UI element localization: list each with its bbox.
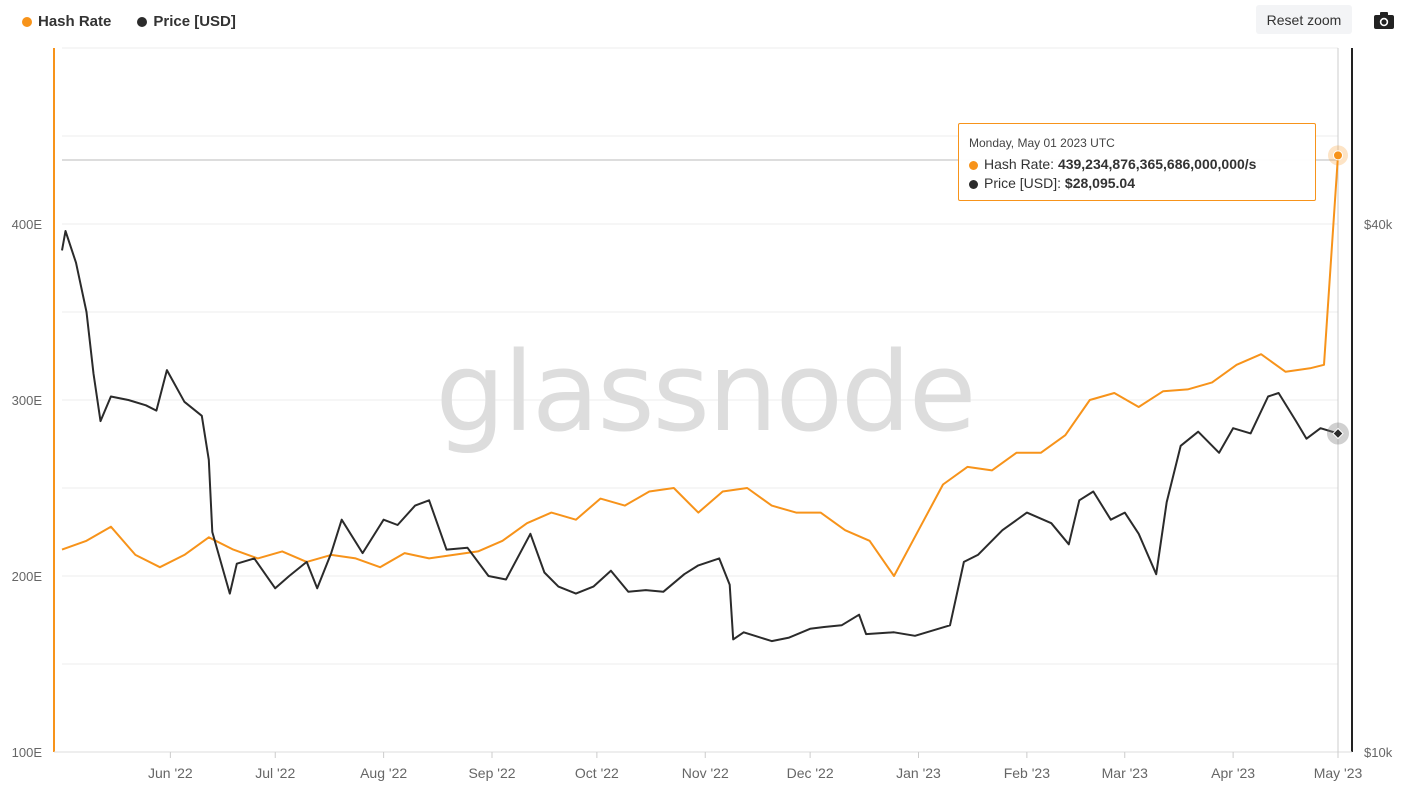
x-axis-ticks: Jun '22 Jul '22 Aug '22 Sep '22 Oct '22 Nov '…	[148, 752, 1363, 781]
y-left-tick-label: 100E	[12, 745, 43, 760]
legend-item-price[interactable]: Price [USD]	[137, 13, 236, 30]
hash-rate-hover-point	[1333, 150, 1343, 161]
tooltip-hash-dot	[969, 160, 978, 170]
legend-item-hash-rate[interactable]: Hash Rate	[22, 13, 111, 30]
watermark: glassnode	[436, 328, 975, 456]
tooltip: Monday, May 01 2023 UTC Hash Rate: 439,2…	[958, 123, 1316, 201]
legend-label-price: Price [USD]	[153, 13, 236, 30]
x-tick-label: Nov '22	[682, 765, 729, 781]
y-right-tick-label: $40k	[1364, 217, 1393, 232]
tooltip-price-value: $28,095.04	[1064, 175, 1135, 191]
x-tick-label: Feb '23	[1004, 765, 1050, 781]
tooltip-date: Monday, May 01 2023 UTC	[969, 136, 1115, 150]
x-tick-label: Dec '22	[787, 765, 834, 781]
x-tick-label: Apr '23	[1211, 765, 1255, 781]
legend-label-hash-rate: Hash Rate	[38, 13, 112, 30]
tooltip-row-hash-rate: Hash Rate: 439,234,876,365,686,000,000/s	[969, 155, 1305, 174]
y-left-tick-label: 400E	[12, 217, 43, 232]
x-tick-label: May '23	[1314, 765, 1363, 781]
tooltip-hash-label: Hash Rate:	[984, 156, 1055, 172]
hash-rate-line	[61, 155, 1339, 577]
price-line	[61, 230, 1339, 643]
y-axis-right-ticks: $10k $40k	[1364, 217, 1393, 760]
tooltip-hash-value: 439,234,876,365,686,000,000/s	[1057, 156, 1257, 172]
x-tick-label: Mar '23	[1102, 765, 1148, 781]
y-left-tick-label: 200E	[12, 569, 43, 584]
reset-zoom-button[interactable]: Reset zoom	[1256, 5, 1352, 34]
x-tick-label: Sep '22	[468, 765, 515, 781]
hash-rate-swatch	[22, 16, 32, 27]
x-tick-label: Oct '22	[575, 765, 619, 781]
price-swatch	[137, 16, 148, 27]
tooltip-price-label: Price [USD]:	[984, 175, 1062, 191]
chart-legend: Hash Rate Price [USD]	[22, 13, 236, 30]
x-tick-label: Jul '22	[255, 765, 295, 781]
camera-icon[interactable]	[1373, 10, 1395, 30]
y-right-tick-label: $10k	[1364, 745, 1393, 760]
x-tick-label: Jun '22	[148, 765, 193, 781]
x-tick-label: Jan '23	[896, 765, 941, 781]
tooltip-row-price: Price [USD]: $28,095.04	[969, 174, 1305, 193]
y-axis-left-ticks: 100E 200E 300E 400E	[12, 217, 43, 760]
tooltip-price-dot	[969, 179, 978, 189]
price-hover-point	[1332, 427, 1344, 440]
x-tick-label: Aug '22	[360, 765, 407, 781]
y-left-tick-label: 300E	[12, 393, 43, 408]
